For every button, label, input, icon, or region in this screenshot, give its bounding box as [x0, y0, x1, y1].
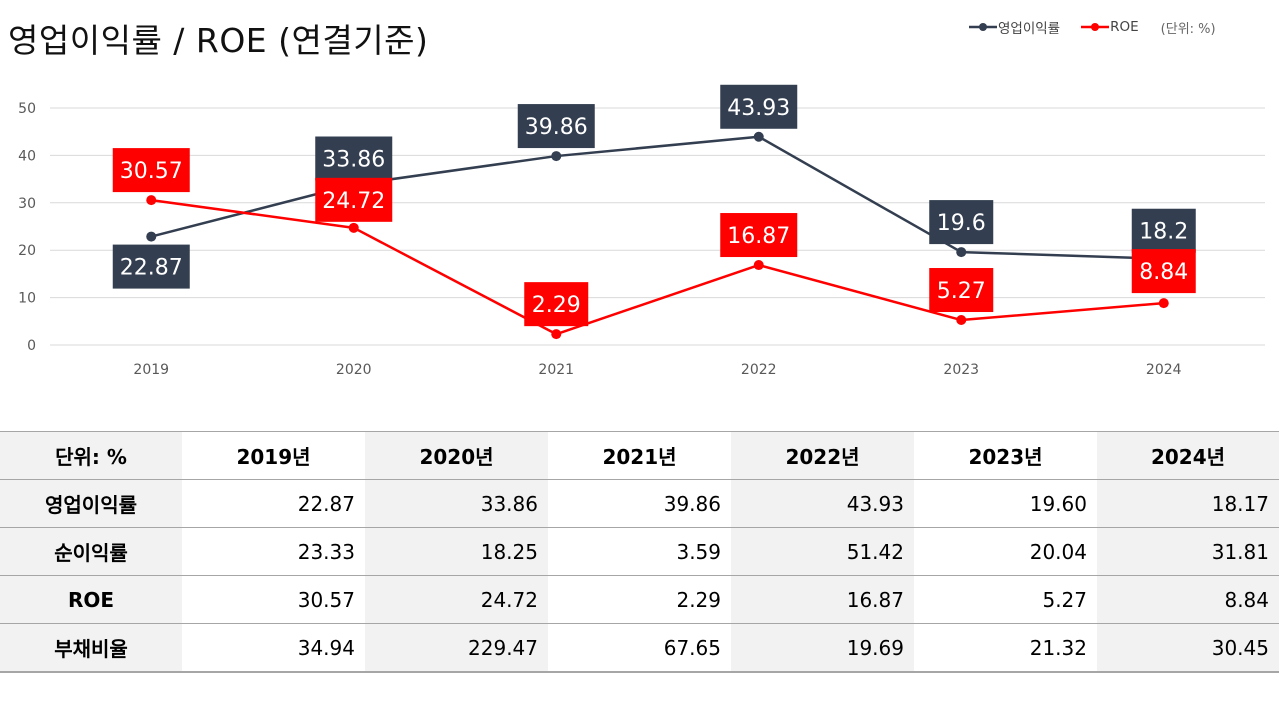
data-point-roe	[753, 260, 764, 271]
table-header-year: 2021년	[548, 431, 731, 480]
table-cell: 229.47	[365, 623, 548, 673]
data-label-box-roe	[720, 213, 798, 258]
data-label-box-roe	[1131, 249, 1196, 294]
x-tick-label: 2020	[336, 362, 372, 378]
data-label-box-operating-margin	[929, 200, 994, 245]
table-header-year: 2019년	[182, 431, 365, 480]
row-label: 부채비율	[0, 623, 182, 673]
data-label-roe: 8.84	[1139, 260, 1188, 285]
table-cell: 67.65	[548, 623, 731, 673]
data-label-box-roe	[112, 148, 190, 193]
table-row: 영업이익률 22.87 33.86 39.86 43.93 19.60 18.1…	[0, 479, 1279, 528]
table-cell: 5.27	[914, 575, 1097, 624]
table-header-year: 2020년	[365, 431, 548, 480]
table-cell: 3.59	[548, 527, 731, 576]
legend-label-roe: ROE	[1110, 19, 1139, 35]
series-line-roe	[151, 198, 1164, 336]
x-tick-label: 2024	[1146, 362, 1182, 378]
table-cell: 16.87	[731, 575, 914, 624]
data-point-operating-margin	[146, 231, 157, 242]
y-tick-label: 40	[18, 148, 36, 164]
table-cell: 19.60	[914, 479, 1097, 528]
table-cell: 33.86	[365, 479, 548, 528]
table-row: 부채비율 34.94 229.47 67.65 19.69 21.32 30.4…	[0, 623, 1279, 673]
data-point-roe	[956, 315, 967, 326]
data-label-operating-margin: 39.86	[525, 115, 588, 140]
unit-label: (단위: %)	[1160, 21, 1216, 37]
data-label-operating-margin: 43.93	[727, 96, 790, 121]
data-label-operating-margin: 22.87	[120, 256, 183, 281]
table-row: ROE 30.57 24.72 2.29 16.87 5.27 8.84	[0, 575, 1279, 624]
table-cell: 19.69	[731, 623, 914, 673]
table-header-year: 2022년	[731, 431, 914, 480]
table-cell: 18.25	[365, 527, 548, 576]
data-label-box-operating-margin	[112, 244, 190, 289]
y-tick-label: 50	[18, 101, 36, 117]
table-header-row: 단위: % 2019년 2020년 2021년 2022년 2023년 2024…	[0, 431, 1279, 480]
table-cell: 43.93	[731, 479, 914, 528]
table-row: 순이익률 23.33 18.25 3.59 51.42 20.04 31.81	[0, 527, 1279, 576]
y-tick-label: 30	[18, 196, 36, 212]
legend-line-operating-margin-icon	[969, 23, 997, 31]
table-cell: 30.45	[1097, 623, 1279, 673]
table-cell: 51.42	[731, 527, 914, 576]
table-cell: 23.33	[182, 527, 365, 576]
data-label-box-operating-margin	[1131, 208, 1196, 253]
table-cell: 30.57	[182, 575, 365, 624]
data-label-operating-margin: 33.86	[322, 148, 385, 173]
data-point-roe	[146, 195, 157, 206]
table-header-unit: 단위: %	[0, 431, 182, 480]
data-point-operating-margin	[551, 151, 562, 162]
x-tick-label: 2023	[943, 362, 979, 378]
data-point-roe	[551, 329, 562, 340]
data-label-box-roe	[315, 177, 393, 222]
data-label-roe: 24.72	[322, 189, 385, 214]
data-label-roe: 5.27	[937, 279, 986, 304]
legend: 영업이익률 ROE (단위: %)	[968, 17, 1216, 37]
table-header-year: 2024년	[1097, 431, 1279, 480]
table-cell: 18.17	[1097, 479, 1279, 528]
table-cell: 8.84	[1097, 575, 1279, 624]
x-tick-label: 2021	[538, 362, 574, 378]
row-label: 영업이익률	[0, 479, 182, 528]
data-label-box-roe	[524, 282, 589, 327]
data-point-operating-margin	[753, 131, 764, 142]
x-tick-label: 2019	[133, 362, 169, 378]
data-label-box-operating-margin	[517, 104, 595, 149]
chart-title: 영업이익률 / ROE (연결기준)	[8, 21, 429, 60]
table-cell: 31.81	[1097, 527, 1279, 576]
data-table: 단위: % 2019년 2020년 2021년 2022년 2023년 2024…	[0, 431, 1279, 673]
table-cell: 24.72	[365, 575, 548, 624]
row-label: 순이익률	[0, 527, 182, 576]
data-label-roe: 2.29	[532, 293, 581, 318]
legend-item-operating-margin: 영업이익률	[968, 17, 1060, 37]
data-label-box-roe	[929, 268, 994, 313]
table-cell: 20.04	[914, 527, 1097, 576]
table-cell: 34.94	[182, 623, 365, 673]
row-label: ROE	[0, 575, 182, 624]
data-point-roe	[1158, 298, 1169, 309]
x-tick-label: 2022	[741, 362, 777, 378]
table-cell: 39.86	[548, 479, 731, 528]
y-tick-label: 10	[18, 291, 36, 307]
data-label-roe: 30.57	[120, 159, 183, 184]
data-label-box-operating-margin	[315, 136, 393, 181]
line-chart: 0 10 20 30 40 50 2019 2020 2021 2022 2023 2024 22.87…	[18, 84, 1265, 378]
data-point-roe	[348, 222, 359, 233]
legend-line-roe-icon	[1081, 23, 1110, 31]
data-label-box-operating-margin	[720, 84, 798, 129]
data-label-operating-margin: 19.6	[937, 211, 986, 236]
table-cell: 21.32	[914, 623, 1097, 673]
table-header-year: 2023년	[914, 431, 1097, 480]
legend-label-operating-margin: 영업이익률	[998, 21, 1061, 37]
y-tick-label: 20	[18, 243, 36, 259]
data-label-roe: 16.87	[727, 224, 790, 249]
table-cell: 22.87	[182, 479, 365, 528]
y-tick-label: 0	[27, 338, 36, 354]
legend-item-roe: ROE	[1080, 19, 1139, 35]
data-label-operating-margin: 18.2	[1139, 220, 1188, 245]
table-cell: 2.29	[548, 575, 731, 624]
data-point-operating-margin	[956, 247, 967, 258]
